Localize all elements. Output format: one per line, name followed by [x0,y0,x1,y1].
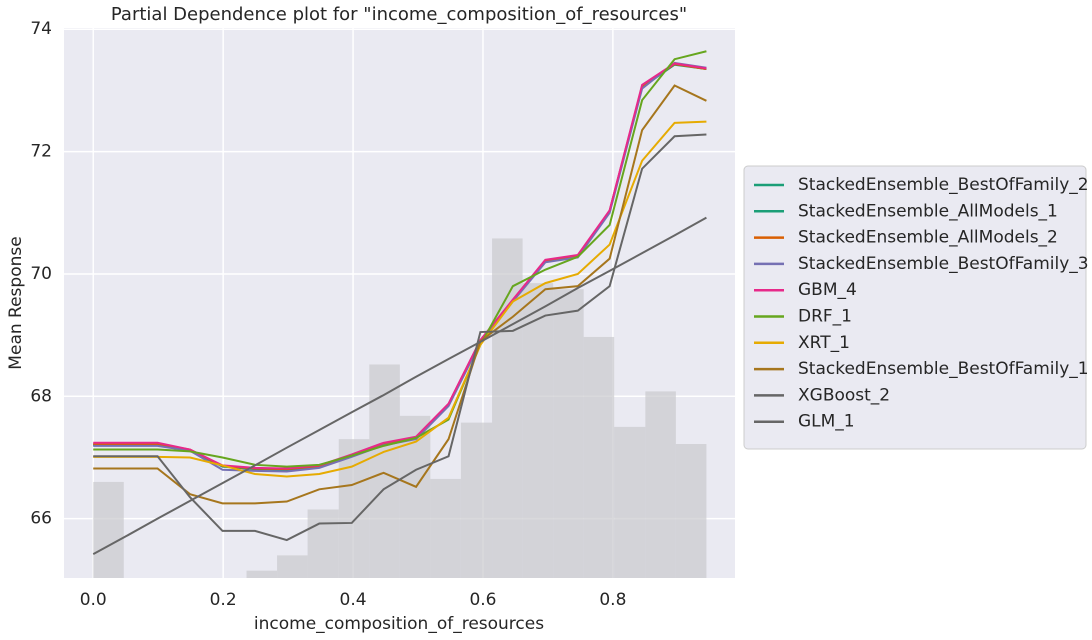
y-tick-label: 68 [30,386,52,406]
histogram-bar [93,481,124,578]
series-line [92,216,707,556]
legend-label: XGBoost_2 [798,385,890,405]
histogram-bar [246,570,278,578]
histogram-bar [553,289,584,578]
legend-label: StackedEnsemble_AllModels_1 [798,201,1058,221]
x-tick-label: 0.6 [469,590,496,610]
y-tick-label: 70 [30,264,52,284]
histogram-bar [369,364,400,578]
x-tick-label: 0.4 [340,590,367,610]
histogram-bar [645,391,676,578]
legend-label: StackedEnsemble_BestOfFamily_1 [798,359,1089,379]
legend-label: StackedEnsemble_BestOfFamily_2 [798,175,1089,195]
legend-label: GLM_1 [798,412,855,432]
histogram-bar [307,509,339,578]
y-tick-label: 72 [30,142,52,162]
x-tick-label: 0.2 [210,590,237,610]
histogram-bar [430,478,461,578]
histogram-bar [522,283,554,578]
histogram-bar [460,422,493,578]
histogram-bar [614,426,646,578]
y-tick-label: 74 [30,19,52,39]
legend-label: GBM_4 [798,280,857,300]
series-line [93,120,707,478]
histogram-bar [277,555,308,578]
histogram-bar [492,238,523,578]
y-axis-label: Mean Response [6,236,26,369]
histogram-bar [583,336,615,578]
legend-label: StackedEnsemble_AllModels_2 [798,228,1058,248]
series-line [93,50,707,468]
chart-title: Partial Dependence plot for "income_comp… [111,4,687,25]
legend-box [743,165,1087,450]
histogram-bar [675,444,707,578]
legend-label: DRF_1 [798,307,852,327]
x-tick-label: 0.0 [80,590,107,610]
legend-label: StackedEnsemble_BestOfFamily_3 [798,254,1089,274]
series-line [93,133,707,542]
y-tick-label: 66 [30,509,52,529]
legend-label: XRT_1 [798,333,850,353]
x-axis-label: income_composition_of_resources [254,614,544,634]
x-tick-label: 0.8 [599,590,626,610]
